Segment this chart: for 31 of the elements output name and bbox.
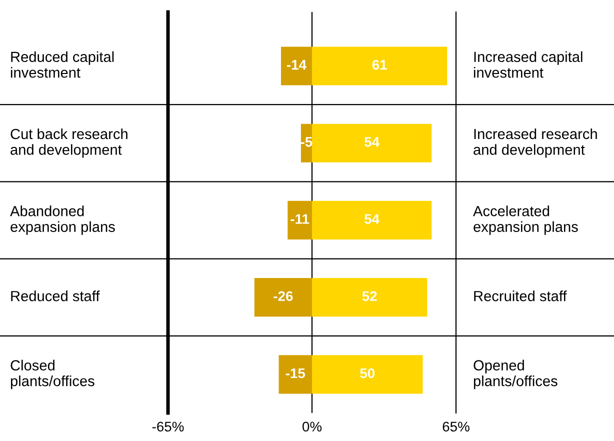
- y-tick-label: Reduced capital investment: [10, 51, 114, 78]
- data-label: 54: [364, 137, 380, 147]
- text: Opened plants/offices: [474, 360, 558, 390]
- bar: [288, 200, 312, 240]
- bar: [280, 46, 312, 86]
- text: Accelerated expansion plans: [473, 206, 578, 235]
- data-label: 61: [372, 60, 387, 70]
- bar: [312, 355, 423, 394]
- x-tick-label: -65%: [152, 422, 184, 432]
- y-tick-label: Reduced staff: [11, 290, 100, 302]
- data-label: -11: [290, 214, 310, 224]
- y-tick-label: Cut back research and development: [10, 128, 128, 158]
- bar: [254, 278, 312, 317]
- bar: [312, 200, 432, 240]
- data-label: -14: [287, 60, 306, 70]
- y-tick-label: Abandoned expansion plans: [10, 206, 115, 235]
- text: Increased research and development: [474, 128, 597, 158]
- bar: [312, 124, 432, 162]
- bar: [312, 278, 428, 317]
- data-label: -26: [274, 291, 293, 302]
- x-tick-label: 65%: [442, 422, 470, 432]
- data-label: -15: [286, 368, 306, 378]
- bar: [312, 46, 448, 86]
- data-label: 50: [360, 368, 375, 378]
- bar: [278, 355, 312, 394]
- data-label: 54: [364, 214, 380, 224]
- text: Increased capital investment: [474, 51, 582, 78]
- text: Recruited staff: [474, 290, 567, 302]
- y-tick-label: Closed plants/offices: [10, 360, 94, 390]
- x-tick-label: 0%: [302, 422, 322, 432]
- data-label: 52: [362, 291, 377, 302]
